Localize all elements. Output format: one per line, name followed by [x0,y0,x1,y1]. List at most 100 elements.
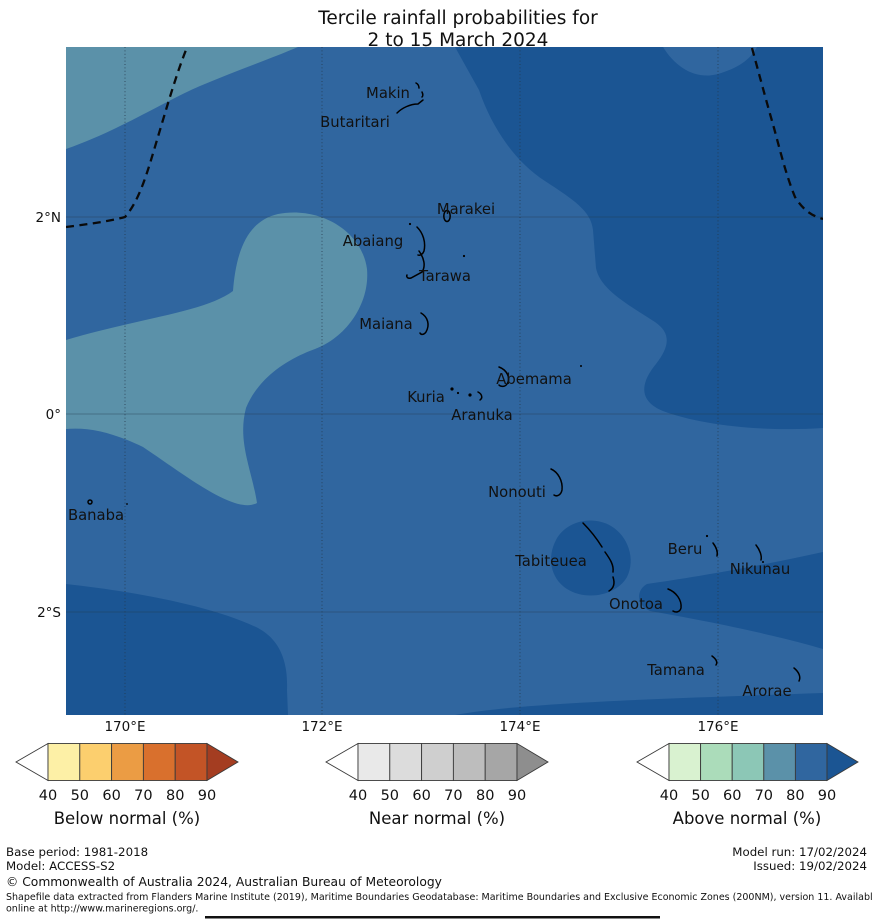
model-run-text: Model run: 17/02/2024 [732,845,867,859]
colorbar-below-seg-60-70 [111,743,144,781]
colorbar-tick: 80 [476,788,494,804]
colorbar-below-arrow-high [206,742,239,782]
colorbar-tick: 50 [691,788,709,804]
colorbar-tick: 40 [349,788,367,804]
island-mark-kuria-dot1 [450,387,454,391]
model-text: Model: ACCESS-S2 [6,859,115,873]
colorbar-below-seg-40-50 [47,743,81,781]
figure-title-line1: Tercile rainfall probabilities for [317,8,598,29]
island-mark-tarawa [406,250,425,279]
island-label-tabiteuea: Tabiteuea [514,553,587,570]
colorbar-tick: 60 [102,788,120,804]
island-marks [87,82,801,682]
bottom-edge-line [205,916,660,919]
island-mark-onotoa [667,588,682,613]
island-mark-tarawa-dot [462,254,466,258]
lat-label-2s: 2°S [37,605,61,621]
island-label-makin: Makin [366,85,410,102]
colorbar-below-label: Below normal (%) [54,809,201,828]
lon-label-176e: 176°E [697,719,738,735]
colorbar-tick: 40 [660,788,678,804]
colorbar-below-normal: 40 50 60 70 80 90 Below normal (%) [15,742,239,828]
colorbar-near-seg-60-70 [421,743,454,781]
contour-region-gt90-southwest [66,584,288,715]
colorbar-tick: 60 [723,788,741,804]
colorbar-below-arrow-low [15,742,49,782]
colorbar-above-normal: 40 50 60 70 80 90 Above normal (%) [636,742,859,828]
island-mark-tabiteuea [582,522,615,592]
island-mark-aranuka-dot [468,393,472,397]
lat-label-0: 0° [46,407,61,423]
contour-region-70-80-northwest-corner [66,47,298,149]
lon-label-174e: 174°E [499,719,540,735]
island-label-beru: Beru [668,541,703,558]
colorbar-above-arrow-low [636,742,670,782]
colorbar-near-seg-50-60 [389,743,423,781]
shapefile-attribution-line2: online at http://www.marineregions.org/. [6,904,198,915]
island-label-butaritari: Butaritari [320,114,390,131]
island-mark-aranuka [477,391,483,401]
island-mark-arorae [793,667,801,682]
eez-boundary-west [66,49,188,229]
contour-region-gt90-northeast [455,47,823,430]
map-area: Makin Butaritari Marakei Abaiang Tarawa … [66,47,823,715]
colorbar-tick: 50 [381,788,399,804]
colorbar-above-seg-60-70 [731,743,765,781]
island-label-nonouti: Nonouti [488,484,546,501]
island-mark-banaba [87,499,93,505]
island-label-maiana: Maiana [359,316,412,333]
colorbar-above-arrow-high [826,742,859,782]
colorbar-tick: 90 [198,788,216,804]
island-mark-abemama-dot [580,365,582,367]
island-mark-beru [712,542,718,557]
issued-text: Issued: 19/02/2024 [753,859,867,873]
colorbar-above-seg-50-60 [700,743,733,781]
island-label-aranuka: Aranuka [451,407,512,424]
island-mark-abaiang [416,226,426,256]
island-mark-abaiang-dot [408,222,412,226]
island-label-arorae: Arorae [742,683,791,700]
colorbar-near-seg-40-50 [357,743,391,781]
eez-boundary-east [750,47,823,221]
axis-labels: 2°N 0° 2°S 170°E 172°E 174°E 176°E [36,210,739,735]
copyright-text: © Commonwealth of Australia 2024, Austra… [6,875,442,889]
island-label-abemama: Abemama [496,371,572,388]
island-mark-abemama [498,366,510,388]
colorbar-tick: 80 [166,788,184,804]
island-label-tarawa: Tarawa [418,268,471,285]
colorbar-above-seg-70-80 [763,743,796,781]
island-label-onotoa: Onotoa [609,596,663,613]
island-mark-nikunau-dot [762,561,764,563]
island-mark-butaritari [396,99,424,114]
colorbar-above-seg-40-50 [668,743,702,781]
island-label-kuria: Kuria [407,389,445,406]
island-mark-tamana [711,655,718,666]
colorbar-tick: 70 [444,788,462,804]
colorbar-below-seg-50-60 [79,743,113,781]
colorbar-tick: 90 [508,788,526,804]
colorbar-tick: 90 [818,788,836,804]
footer: Base period: 1981-2018 Model: ACCESS-S2 … [6,845,873,915]
lon-label-170e: 170°E [104,719,145,735]
shapefile-attribution-line1: Shapefile data extracted from Flanders M… [6,892,873,903]
colorbar-tick: 80 [786,788,804,804]
figure-title-line2: 2 to 15 March 2024 [368,30,549,51]
island-label-tamana: Tamana [646,662,705,679]
colorbar-below-seg-80-90 [174,743,208,781]
colorbar-near-label: Near normal (%) [369,809,505,828]
island-label-banaba: Banaba [68,507,124,524]
colorbar-tick: 40 [39,788,57,804]
colorbar-tick: 50 [71,788,89,804]
island-mark-nonouti [550,468,563,497]
colorbar-near-arrow-high [516,742,549,782]
island-label-nikunau: Nikunau [730,561,791,578]
island-label-marakei: Marakei [437,201,495,218]
island-mark-kuria-dot2 [456,391,460,395]
island-mark-makin [415,82,424,98]
island-label-abaiang: Abaiang [343,233,404,250]
island-mark-banaba-dot [126,503,128,505]
colorbar-tick: 60 [412,788,430,804]
island-labels: Makin Butaritari Marakei Abaiang Tarawa … [68,85,792,700]
